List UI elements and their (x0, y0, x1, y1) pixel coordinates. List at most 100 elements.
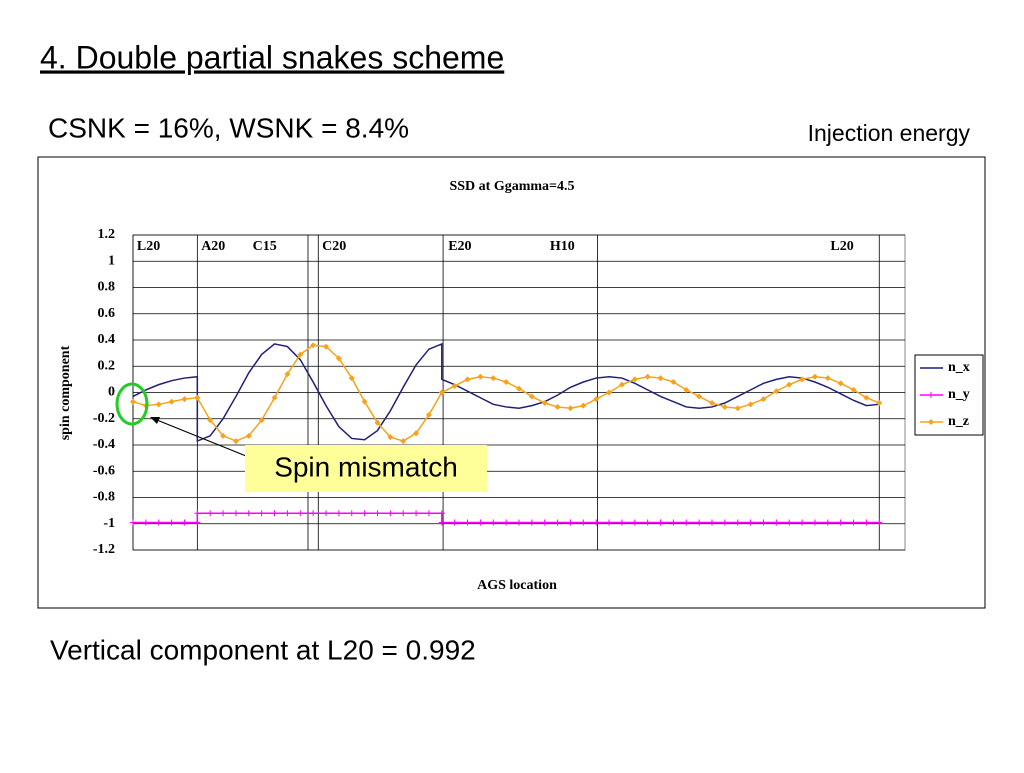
marker (400, 438, 407, 445)
y-tick-label: 0 (108, 385, 115, 400)
marker (709, 519, 715, 526)
highlight-circle (115, 382, 149, 426)
marker (181, 519, 188, 526)
marker (168, 398, 175, 405)
marker (413, 430, 420, 437)
marker (747, 519, 754, 526)
y-axis-label: spin component (58, 345, 73, 440)
marker (606, 389, 613, 396)
section-label: C20 (322, 239, 346, 254)
note: Injection energy (808, 120, 971, 146)
arrow (151, 417, 247, 457)
plot: -1.2 -1 -0.8 -0.6 -0.4 -0.2 0 0.2 0.4 0.6 0.8 1 1.2 L… (93, 227, 984, 557)
marker (310, 342, 317, 349)
y-tick-label: 0.8 (98, 280, 116, 295)
marker (181, 396, 188, 403)
marker (837, 380, 844, 387)
marker (554, 403, 561, 410)
marker (554, 519, 561, 526)
marker (773, 388, 780, 395)
marker (503, 379, 510, 385)
marker (335, 355, 342, 362)
marker (477, 519, 484, 526)
marker (361, 510, 368, 517)
slide-title: 4. Double partial snakes scheme (40, 39, 504, 75)
marker (541, 400, 548, 406)
marker (928, 392, 934, 398)
marker (747, 401, 754, 408)
marker (709, 400, 715, 406)
section-label: L20 (830, 239, 853, 254)
marker (606, 519, 613, 526)
x-axis-label: AGS location (477, 578, 557, 593)
marker (696, 393, 703, 400)
marker (284, 371, 291, 378)
marker (670, 519, 677, 526)
marker (438, 510, 445, 517)
callout: Spin mismatch (274, 451, 458, 482)
y-tick-label: -0.6 (93, 463, 115, 478)
marker (760, 519, 767, 526)
y-tick-label: 0.2 (98, 358, 116, 373)
marker (155, 401, 162, 408)
y-tick-label: -0.4 (93, 437, 115, 452)
marker (824, 375, 831, 382)
marker (335, 510, 342, 517)
marker (130, 519, 136, 526)
marker (863, 519, 870, 526)
marker (516, 385, 522, 392)
section-label: H10 (550, 239, 575, 254)
marker (721, 403, 728, 410)
marker (567, 519, 574, 526)
marker (631, 519, 638, 526)
marker (670, 379, 677, 385)
marker (142, 519, 149, 526)
marker (232, 510, 239, 517)
marker (413, 510, 420, 517)
legend-label: n_x (948, 360, 970, 375)
marker (773, 519, 780, 526)
marker (245, 432, 252, 439)
marker (683, 386, 690, 393)
marker (837, 519, 844, 526)
marker (696, 519, 703, 526)
y-tick-label: -0.8 (93, 490, 115, 505)
marker (593, 519, 600, 526)
marker (593, 396, 600, 403)
marker (734, 519, 741, 526)
marker (297, 351, 304, 358)
marker (297, 510, 304, 517)
y-tick-label: -1 (103, 516, 115, 531)
marker (400, 510, 407, 517)
marker (232, 438, 239, 445)
marker (271, 510, 278, 517)
section-label: L20 (137, 239, 160, 254)
y-tick-label: -0.2 (93, 411, 115, 426)
marker (928, 419, 934, 425)
marker (528, 519, 535, 526)
callout-box (245, 445, 487, 492)
marker (850, 519, 857, 526)
marker (323, 343, 329, 350)
marker (516, 519, 522, 526)
marker (799, 519, 806, 526)
y-tick-label: 1 (108, 253, 115, 268)
marker (374, 510, 381, 517)
marker (657, 519, 664, 526)
y-tick-label: -1.2 (93, 542, 115, 557)
marker (567, 405, 574, 412)
marker (194, 519, 201, 526)
marker (811, 519, 818, 526)
marker (528, 393, 535, 400)
legend-label: n_z (948, 414, 969, 429)
marker (194, 394, 201, 401)
marker (477, 373, 484, 380)
marker (258, 417, 265, 424)
chart-title: SSD at Ggamma=4.5 (449, 179, 574, 194)
marker (284, 510, 291, 517)
marker (387, 434, 394, 441)
marker (271, 394, 278, 401)
marker (618, 381, 625, 388)
